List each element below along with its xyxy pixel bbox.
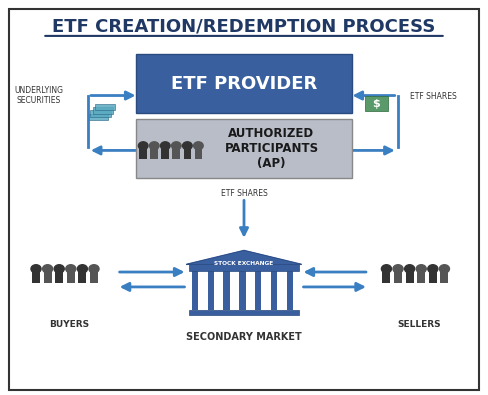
FancyBboxPatch shape [88,114,108,120]
Circle shape [139,142,148,150]
FancyBboxPatch shape [208,270,214,310]
FancyBboxPatch shape [67,269,75,283]
FancyBboxPatch shape [429,269,437,283]
Text: UNDERLYING
SECURITIES: UNDERLYING SECURITIES [14,86,63,105]
FancyBboxPatch shape [189,250,299,315]
FancyBboxPatch shape [90,269,98,283]
FancyBboxPatch shape [32,269,40,283]
Circle shape [416,265,427,273]
Circle shape [171,142,181,150]
Circle shape [428,265,438,273]
FancyBboxPatch shape [195,146,202,159]
Text: ETF CREATION/REDEMPTION PROCESS: ETF CREATION/REDEMPTION PROCESS [52,18,436,36]
FancyBboxPatch shape [79,269,86,283]
Text: STOCK EXCHANGE: STOCK EXCHANGE [214,261,274,266]
FancyBboxPatch shape [162,146,169,159]
Circle shape [42,265,53,273]
FancyBboxPatch shape [183,146,191,159]
Circle shape [78,265,87,273]
Polygon shape [186,250,302,264]
FancyBboxPatch shape [93,107,113,114]
FancyBboxPatch shape [239,270,245,310]
Text: $: $ [373,99,380,109]
FancyBboxPatch shape [406,269,414,283]
FancyBboxPatch shape [136,119,352,178]
FancyBboxPatch shape [55,269,63,283]
Circle shape [31,265,41,273]
FancyBboxPatch shape [366,96,387,111]
FancyBboxPatch shape [189,264,299,271]
Circle shape [89,265,99,273]
Text: ETF SHARES: ETF SHARES [221,189,267,198]
FancyBboxPatch shape [150,146,158,159]
FancyBboxPatch shape [417,269,425,283]
Circle shape [66,265,76,273]
Circle shape [405,265,415,273]
Text: AUTHORIZED
PARTICIPANTS
(AP): AUTHORIZED PARTICIPANTS (AP) [224,127,319,170]
Circle shape [161,142,170,150]
Text: SELLERS: SELLERS [397,320,441,329]
FancyBboxPatch shape [9,9,479,390]
FancyBboxPatch shape [192,270,198,310]
Circle shape [382,265,391,273]
FancyBboxPatch shape [224,270,230,310]
Circle shape [439,265,449,273]
FancyBboxPatch shape [383,269,390,283]
Text: BUYERS: BUYERS [49,320,89,329]
Text: ETF SHARES: ETF SHARES [409,92,456,101]
FancyBboxPatch shape [255,270,262,310]
FancyBboxPatch shape [95,104,115,111]
FancyBboxPatch shape [140,146,147,159]
Text: SECONDARY MARKET: SECONDARY MARKET [186,332,302,342]
Text: ETF PROVIDER: ETF PROVIDER [171,75,317,93]
FancyBboxPatch shape [189,310,299,315]
Circle shape [54,265,64,273]
Circle shape [393,265,403,273]
FancyBboxPatch shape [271,270,277,310]
FancyBboxPatch shape [136,55,352,113]
FancyBboxPatch shape [286,270,293,310]
FancyBboxPatch shape [172,146,180,159]
FancyBboxPatch shape [43,269,52,283]
Circle shape [183,142,192,150]
FancyBboxPatch shape [90,111,111,117]
FancyBboxPatch shape [394,269,402,283]
Circle shape [149,142,159,150]
Circle shape [194,142,203,150]
FancyBboxPatch shape [440,269,448,283]
